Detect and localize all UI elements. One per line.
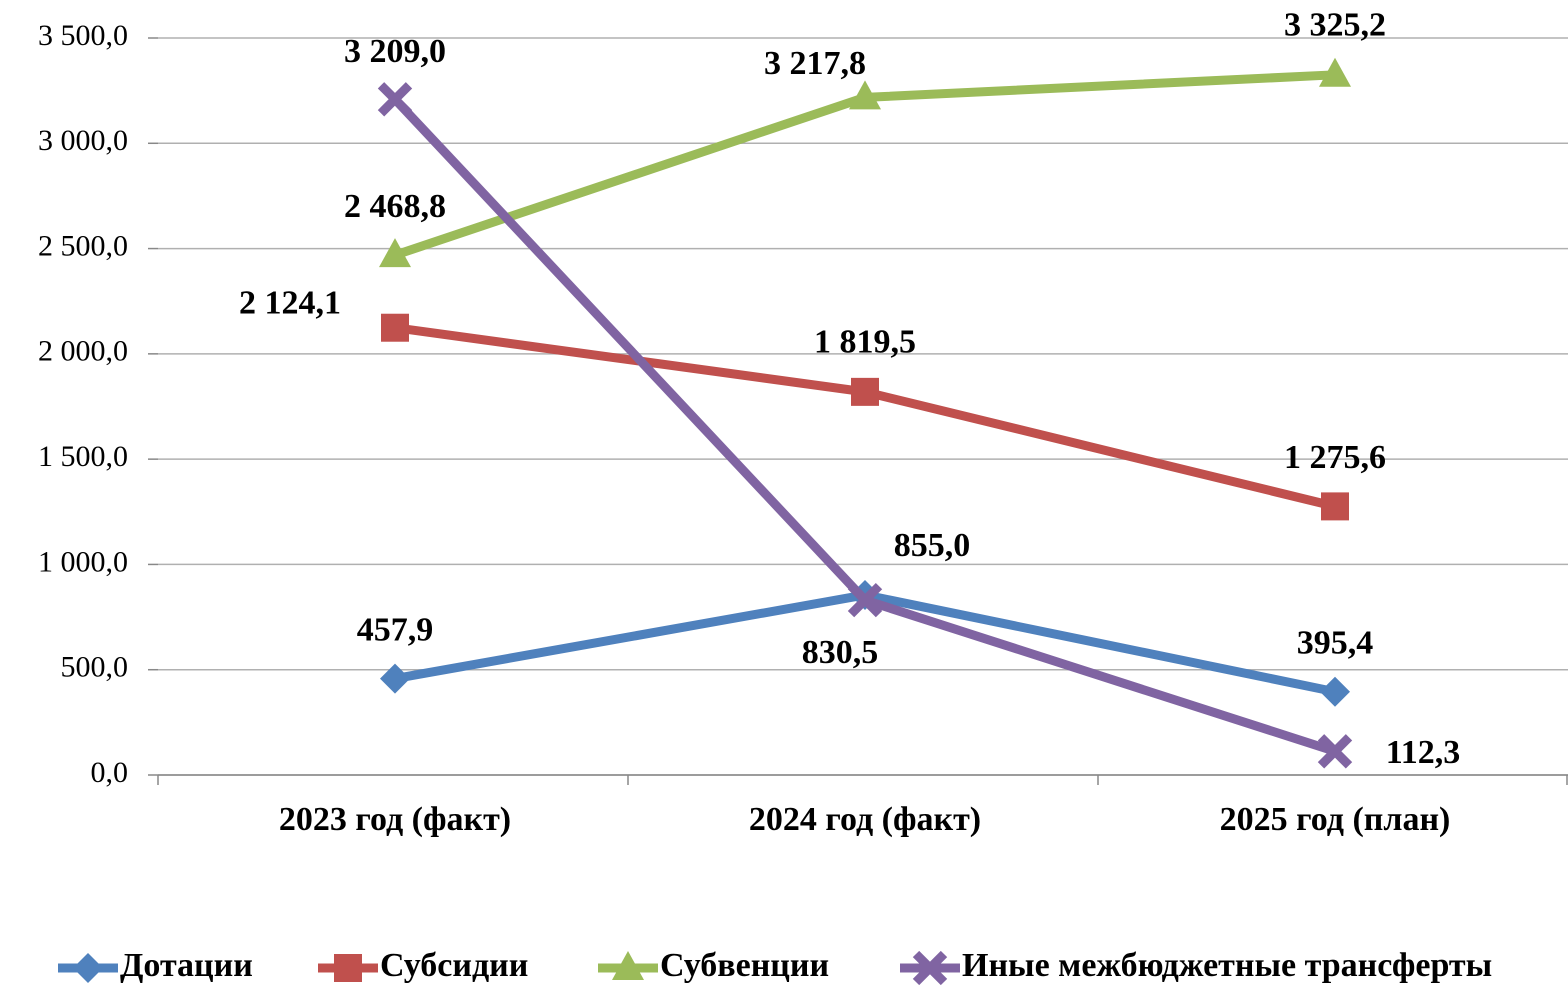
legend-label: Субсидии xyxy=(380,947,528,984)
data-label: 1 275,6 xyxy=(1284,439,1386,476)
data-label: 3 217,8 xyxy=(764,45,866,82)
data-label: 1 819,5 xyxy=(814,324,916,361)
y-tick-label: 3 000,0 xyxy=(38,124,128,157)
legend-marker xyxy=(912,950,948,986)
y-tick-label: 1 500,0 xyxy=(38,440,128,473)
legend-marker xyxy=(334,954,362,982)
data-label: 395,4 xyxy=(1297,625,1374,662)
data-label: 2 468,8 xyxy=(344,188,446,225)
legend-marker xyxy=(73,953,103,983)
data-point xyxy=(381,313,409,342)
data-point xyxy=(379,238,411,268)
legend-label: Субвенции xyxy=(660,947,829,984)
data-label: 2 124,1 xyxy=(239,285,341,322)
data-point xyxy=(849,80,881,110)
data-label: 3 209,0 xyxy=(344,33,446,70)
data-label: 3 325,2 xyxy=(1284,7,1386,44)
y-tick-label: 0,0 xyxy=(91,756,129,789)
data-point xyxy=(847,582,883,618)
y-tick-label: 2 000,0 xyxy=(38,335,128,368)
data-label: 112,3 xyxy=(1386,734,1461,771)
x-tick-label: 2024 год (факт) xyxy=(749,801,981,838)
data-point xyxy=(377,82,413,117)
x-tick-label: 2023 год (факт) xyxy=(279,801,511,838)
data-point xyxy=(1317,734,1353,769)
y-tick-label: 2 500,0 xyxy=(38,229,128,262)
data-point xyxy=(1320,676,1350,707)
data-point xyxy=(1319,57,1351,87)
data-label: 855,0 xyxy=(894,527,971,564)
data-point xyxy=(851,377,879,406)
data-point xyxy=(1321,492,1349,521)
y-tick-label: 500,0 xyxy=(61,651,129,684)
data-label: 457,9 xyxy=(357,611,434,648)
legend-label: Дотации xyxy=(120,947,253,984)
data-point xyxy=(380,663,410,694)
legend-marker xyxy=(612,951,644,980)
y-tick-label: 1 000,0 xyxy=(38,545,128,578)
legend-label: Иные межбюджетные трансферты xyxy=(962,947,1492,984)
y-tick-label: 3 500,0 xyxy=(38,19,128,52)
x-tick-label: 2025 год (план) xyxy=(1220,801,1451,838)
data-label: 830,5 xyxy=(802,634,879,671)
